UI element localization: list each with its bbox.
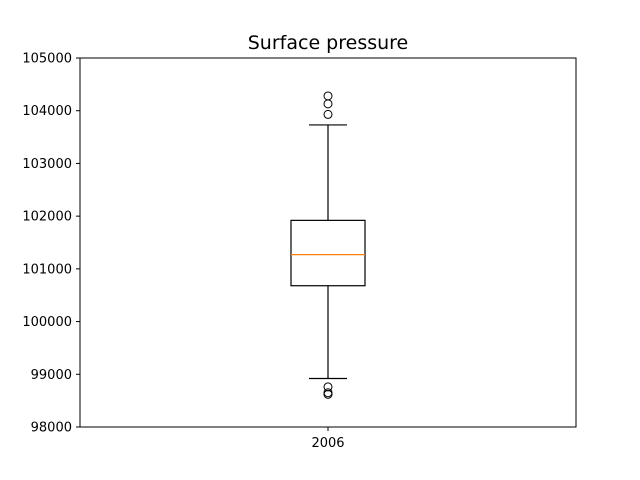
x-axis: 2006: [311, 427, 345, 451]
boxes: [290, 91, 366, 399]
outlier-point: [323, 389, 333, 399]
y-tick-label: 104000: [22, 104, 72, 119]
x-tick-label: 2006: [311, 436, 344, 451]
y-tick-label: 101000: [22, 262, 72, 277]
y-tick-label: 100000: [22, 315, 72, 330]
y-tick-label: 99000: [31, 368, 72, 383]
outlier-point: [323, 99, 333, 109]
y-axis: 98000 99000 100000 101000 102000 103000 104000…: [22, 52, 80, 436]
chart-title: Surface pressure: [248, 32, 409, 54]
outlier-point: [323, 91, 333, 101]
y-tick-label: 105000: [22, 52, 72, 67]
box-2006: [290, 91, 366, 399]
y-tick-label: 102000: [22, 210, 72, 225]
y-tick-label: 103000: [22, 157, 72, 172]
y-tick-label: 98000: [31, 421, 72, 436]
outlier-point: [323, 109, 333, 119]
iqr-box: [290, 219, 366, 287]
outlier-point: [323, 382, 333, 392]
